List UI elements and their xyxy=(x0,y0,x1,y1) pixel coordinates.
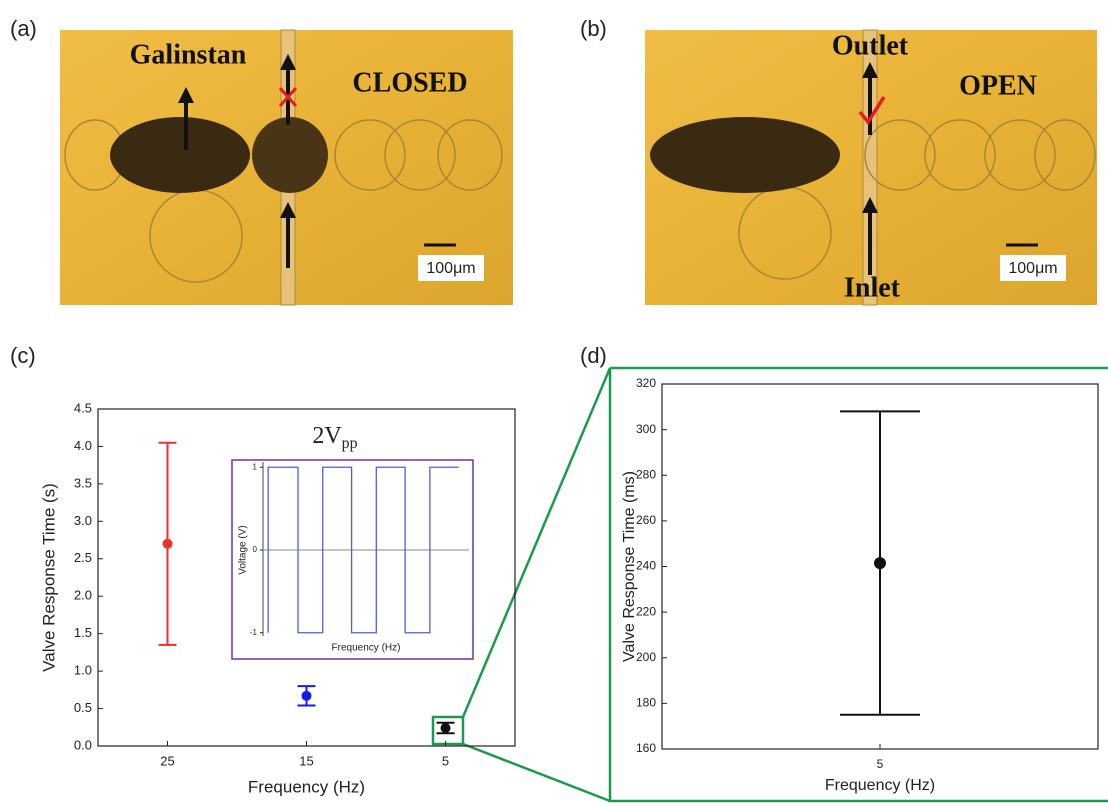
x-axis-label: Frequency (Hz) xyxy=(248,777,365,796)
photo-text: CLOSED xyxy=(352,67,467,98)
y-tick-label: 260 xyxy=(636,513,656,527)
y-tick-label: 220 xyxy=(636,604,656,618)
photo-text: OPEN xyxy=(959,70,1037,101)
y-tick-label: 3.0 xyxy=(74,513,92,528)
photo-a: Galinstan CLOSED 100μm xyxy=(60,30,513,305)
y-axis-label: Valve Response Time (ms) xyxy=(621,471,638,662)
scale-bar-label: 100μm xyxy=(1008,260,1057,277)
y-tick-label: 0.0 xyxy=(74,737,92,752)
photo-b: Outlet OPEN 100μm Inlet xyxy=(645,30,1097,305)
x-axis-label: Frequency (Hz) xyxy=(332,643,401,654)
y-tick-label: 200 xyxy=(636,650,656,664)
y-axis-label: Valve Response Time (s) xyxy=(39,483,58,672)
x-axis-label: Frequency (Hz) xyxy=(825,777,935,794)
data-point xyxy=(302,691,312,701)
figure: (a) (b) (c) (d) Galinstan CLOSED 100μm xyxy=(0,0,1108,803)
y-axis-label: Voltage (V) xyxy=(238,525,249,574)
y-tick-label: 0 xyxy=(253,545,258,554)
title-main: 2V xyxy=(312,423,342,449)
y-tick-label: -1 xyxy=(250,628,258,637)
y-tick-label: 1.5 xyxy=(74,625,92,640)
y-tick-label: 1.0 xyxy=(74,663,92,678)
y-tick-label: 3.5 xyxy=(74,475,92,490)
data-point xyxy=(874,557,886,569)
inset-title: 2Vpp xyxy=(312,423,357,452)
zoom-frame xyxy=(433,368,1108,801)
y-tick-label: 1 xyxy=(253,462,258,471)
photo-text: Inlet xyxy=(844,272,901,303)
y-tick-label: 4.0 xyxy=(74,438,92,453)
x-tick-label: 25 xyxy=(160,753,174,768)
scale-bar-label: 100μm xyxy=(426,260,475,277)
x-tick-label: 5 xyxy=(442,753,449,768)
data-point xyxy=(163,539,173,549)
x-tick-label: 5 xyxy=(877,757,884,771)
photo-text: Galinstan xyxy=(130,39,247,70)
y-tick-label: 240 xyxy=(636,559,656,573)
panel-label: (b) xyxy=(580,16,607,41)
y-tick-label: 180 xyxy=(636,696,656,710)
panel-label: (d) xyxy=(580,343,607,368)
panel-label: (c) xyxy=(10,343,36,368)
y-tick-label: 160 xyxy=(636,741,656,755)
y-tick-label: 4.5 xyxy=(74,400,92,415)
photo-text: Outlet xyxy=(832,30,909,61)
y-tick-label: 300 xyxy=(636,422,656,436)
y-tick-label: 2.0 xyxy=(74,588,92,603)
x-tick-label: 15 xyxy=(299,753,313,768)
y-tick-label: 0.5 xyxy=(74,700,92,715)
y-tick-label: 280 xyxy=(636,467,656,481)
title-subscript: pp xyxy=(342,435,358,452)
panel-label: (a) xyxy=(10,16,37,41)
y-tick-label: 320 xyxy=(636,376,656,390)
y-tick-label: 2.5 xyxy=(74,550,92,565)
data-point xyxy=(441,723,451,733)
